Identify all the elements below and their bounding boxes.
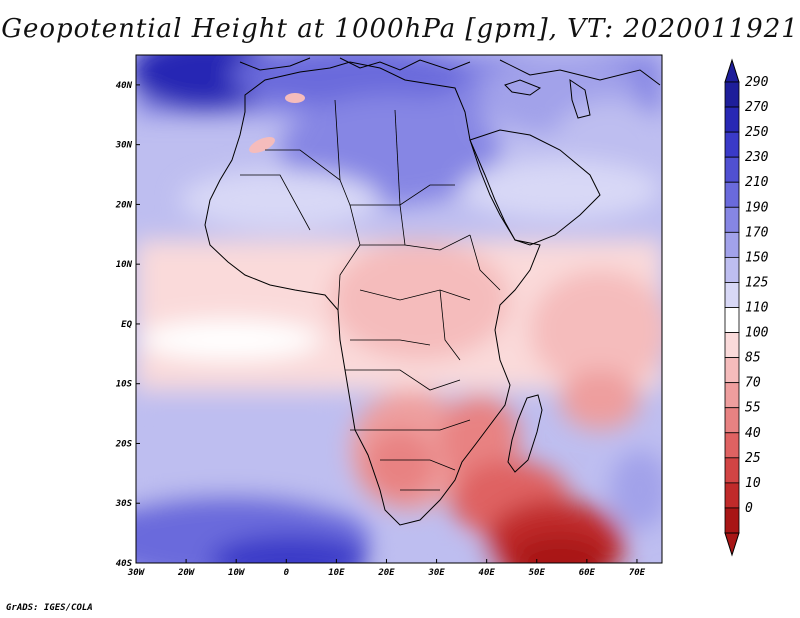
lat-label: EQ — [121, 320, 132, 330]
colorbar-max-arrow — [724, 58, 740, 83]
colorbar-label: 85 — [745, 351, 761, 366]
height-field — [136, 55, 662, 563]
colorbar-label: 70 — [745, 376, 761, 391]
country-borders — [240, 99, 501, 491]
colorbar-box — [724, 256, 740, 283]
map-title: Geopotential Height at 1000hPa [gpm], VT… — [1, 14, 799, 44]
colorbar-box — [724, 131, 740, 158]
colorbar-label: 55 — [745, 401, 761, 416]
colorbar-box — [724, 282, 740, 308]
colorbar-label: 0 — [745, 501, 753, 516]
colorbar-label: 270 — [745, 100, 769, 115]
colorbar-box — [724, 332, 740, 359]
lat-label: 30N — [115, 141, 133, 151]
colorbar-box — [724, 81, 740, 108]
lat-label: 10S — [116, 380, 133, 390]
lon-label: 50E — [529, 568, 546, 578]
colorbar-label: 40 — [745, 426, 761, 441]
colorbar-box — [724, 432, 740, 459]
colorbar-box — [724, 407, 740, 434]
colorbar-box — [724, 507, 740, 534]
colorbar-label: 150 — [745, 250, 769, 265]
lon-label: 10W — [228, 568, 246, 578]
lat-label: 20S — [115, 439, 133, 449]
colorbar-label: 100 — [745, 326, 769, 341]
colorbar-box — [724, 382, 740, 409]
lon-label: 20W — [177, 568, 196, 578]
lon-label: 60E — [579, 568, 596, 578]
map-frame — [135, 54, 663, 564]
lon-label: 20E — [377, 568, 395, 578]
lat-label: 10N — [116, 260, 133, 270]
colorbar-label: 170 — [745, 225, 769, 240]
colorbar-box — [724, 156, 740, 183]
colorbar-label: 290 — [745, 75, 769, 90]
colorbar-label: 10 — [745, 476, 761, 491]
colorbar-box — [724, 307, 740, 333]
lon-label: 70E — [629, 568, 646, 578]
colorbar-label: 125 — [745, 275, 769, 290]
colorbar-box — [724, 206, 740, 233]
colorbar-label: 230 — [745, 150, 769, 165]
lat-label: 20N — [115, 200, 133, 210]
latitude-axis: 40N 30N 20N 10N EQ 10S 20S 30S 40S — [115, 81, 140, 569]
lon-label: 0 — [284, 568, 290, 578]
colorbar-box — [724, 231, 740, 258]
longitude-axis: 30W 20W 10W 0 10E 20E 30E 40E 50E 60E 70E — [127, 559, 646, 578]
colorbar-box — [724, 106, 740, 133]
colorbar-label: 25 — [745, 451, 761, 466]
colorbar-box — [724, 482, 740, 509]
lon-label: 30E — [427, 568, 445, 578]
lat-label: 30S — [115, 499, 133, 509]
lon-label: 40E — [479, 568, 496, 578]
colorbar-min-arrow — [724, 532, 740, 557]
colorbar-box — [724, 181, 740, 208]
coastlines — [204, 57, 661, 526]
colorbar-box — [724, 457, 740, 484]
colorbar-label: 250 — [745, 125, 769, 140]
colorbar-label: 190 — [745, 200, 769, 215]
lon-label: 10E — [328, 568, 345, 578]
colorbar-label: 110 — [745, 301, 769, 316]
colorbar-box — [724, 357, 740, 384]
lon-label: 30W — [127, 568, 146, 578]
grads-credit: GrADS: IGES/COLA — [6, 603, 93, 613]
lat-label: 40S — [116, 559, 133, 569]
lat-label: 40N — [116, 81, 133, 91]
colorbar-label: 210 — [745, 175, 769, 190]
